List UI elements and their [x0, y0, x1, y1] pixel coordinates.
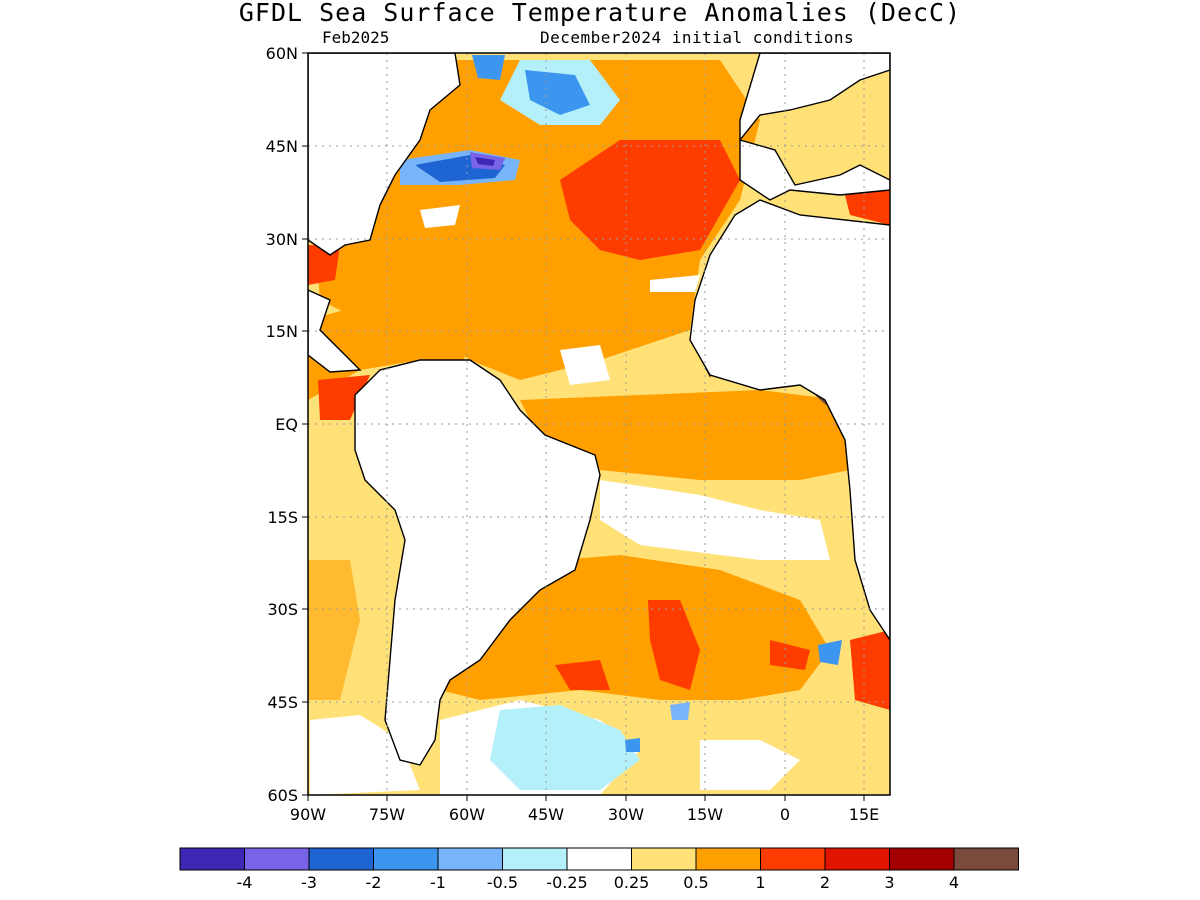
colorbar-swatch: [889, 847, 955, 871]
lon-label-75w: 75W: [369, 805, 405, 824]
colorbar-labels: -4 -3 -2 -1 -0.5 -0.25 0.25 0.5 1 2 3 4: [237, 873, 960, 892]
initial-conditions-label: December2024 initial conditions: [540, 28, 855, 47]
colorbar-label: -2: [366, 873, 382, 892]
colorbar-swatch: [566, 847, 632, 871]
lat-label-60n: 60N: [266, 44, 298, 63]
lat-label-60s: 60S: [267, 786, 298, 805]
axis-ticks: [302, 52, 865, 801]
colorbar-label: 4: [949, 873, 959, 892]
colorbar-label: -1: [430, 873, 446, 892]
colorbar-swatch: [824, 847, 890, 871]
colorbar-label: -0.5: [487, 873, 518, 892]
colorbar-label: 2: [820, 873, 830, 892]
lat-label-45n: 45N: [266, 137, 298, 156]
lat-label-30n: 30N: [266, 230, 298, 249]
lon-label-90w: 90W: [290, 805, 326, 824]
colorbar-label: 0.25: [614, 873, 650, 892]
colorbar-swatch: [502, 847, 568, 871]
colorbar-swatch: [695, 847, 761, 871]
colorbar-swatch: [760, 847, 826, 871]
lon-label-0: 0: [780, 805, 790, 824]
map-title: GFDL Sea Surface Temperature Anomalies (…: [238, 0, 962, 27]
lon-label-15e: 15E: [849, 805, 879, 824]
colorbar-swatch: [373, 847, 439, 871]
colorbar: [179, 847, 1019, 871]
lat-label-15s: 15S: [267, 508, 298, 527]
lat-label-45s: 45S: [267, 693, 298, 712]
lon-label-45w: 45W: [528, 805, 564, 824]
lon-label-60w: 60W: [449, 805, 485, 824]
colorbar-swatch: [308, 847, 374, 871]
lat-label-15n: 15N: [266, 322, 298, 341]
lon-label-30w: 30W: [608, 805, 644, 824]
colorbar-label: 3: [884, 873, 894, 892]
lon-label-15w: 15W: [687, 805, 723, 824]
land-masses: [308, 53, 890, 766]
graticule: [308, 53, 890, 795]
colorbar-swatch: [437, 847, 503, 871]
colorbar-label: -4: [237, 873, 253, 892]
lat-label-30s: 30S: [267, 600, 298, 619]
lat-label-eq: EQ: [275, 415, 298, 434]
colorbar-swatch: [179, 847, 245, 871]
longitude-labels: 90W 75W 60W 45W 30W 15W 0 15E: [290, 805, 879, 824]
colorbar-swatch: [244, 847, 310, 871]
latitude-labels: 60N 45N 30N 15N EQ 15S 30S 45S 60S: [266, 44, 298, 805]
colorbar-label: 1: [755, 873, 765, 892]
valid-month-label: Feb2025: [322, 28, 390, 47]
colorbar-swatch: [953, 847, 1019, 871]
colorbar-label: -3: [301, 873, 317, 892]
colorbar-label: -0.25: [546, 873, 587, 892]
colorbar-swatch: [631, 847, 697, 871]
colorbar-label: 0.5: [683, 873, 708, 892]
